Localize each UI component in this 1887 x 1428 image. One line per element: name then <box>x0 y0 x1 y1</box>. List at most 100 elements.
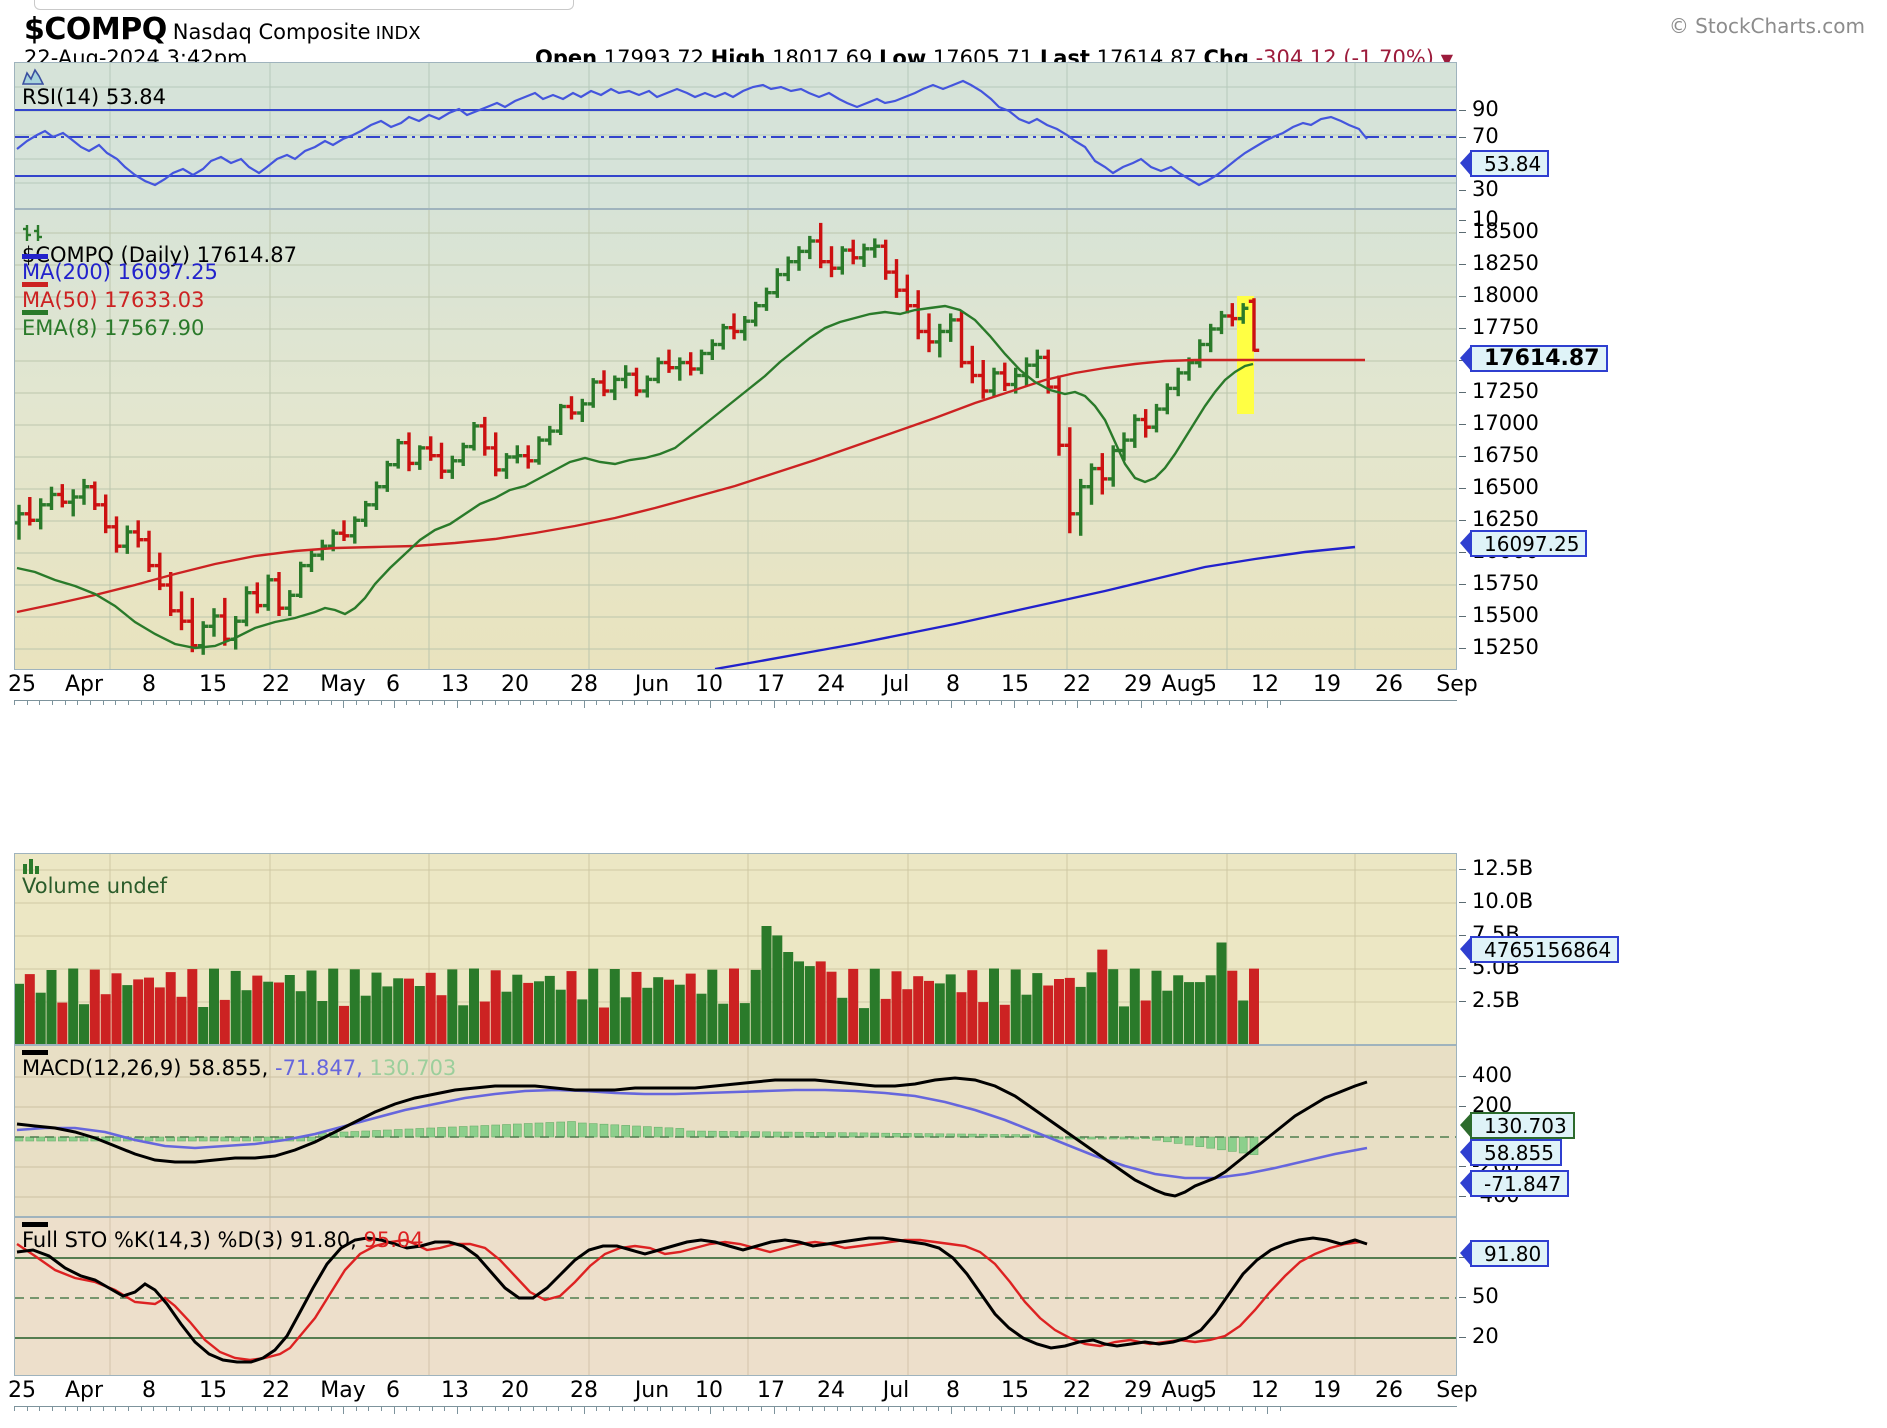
price-legend-ma50: MA(50) 17633.03 <box>22 280 204 312</box>
x-tickmark <box>368 1406 369 1411</box>
x-tickmark <box>115 700 116 705</box>
x-tickmark <box>267 700 268 705</box>
x-tickmark <box>634 1406 635 1411</box>
x-tickmark <box>1141 700 1142 708</box>
x-tickmark <box>1128 1406 1129 1411</box>
x-tickmark <box>65 700 66 705</box>
x-tickmark <box>748 700 749 705</box>
volume-panel[interactable]: Volume undef <box>14 853 1457 1045</box>
x-tickmark <box>242 700 243 705</box>
x-tickmark <box>723 700 724 705</box>
sto-plot <box>15 1218 1456 1375</box>
x-tickmark <box>356 700 357 705</box>
x-tickmark <box>1103 1406 1104 1411</box>
stochastic-panel[interactable]: Full STO %K(14,3) %D(3) 91.80, 95.04 <box>14 1217 1457 1376</box>
sto-legend: Full STO %K(14,3) %D(3) 91.80, 95.04 <box>22 1220 424 1252</box>
macd-svg <box>15 1046 1456 1216</box>
x-tickmark <box>381 700 382 705</box>
x-tick-label-8: 8 <box>946 672 960 697</box>
price-tick-16250: 16250 <box>1472 507 1539 531</box>
x-tickmark <box>634 700 635 705</box>
x-tickmark <box>1204 700 1205 705</box>
x-tickmark <box>153 1406 154 1411</box>
x-tickmark <box>584 1406 585 1414</box>
x-tickmark <box>989 700 990 705</box>
x-tickmark <box>596 1406 597 1411</box>
x-tickmark <box>1179 700 1180 705</box>
x-tickmark <box>799 700 800 705</box>
x-tickmark <box>672 1406 673 1411</box>
x-tickmark <box>837 1406 838 1411</box>
x-tickmark <box>1255 700 1256 705</box>
x-tickmark <box>584 700 585 708</box>
x-tickmark <box>938 700 939 705</box>
price-legend-ma200: MA(200) 16097.25 <box>22 252 218 284</box>
price-tickmark-16250 <box>1459 520 1466 521</box>
price-panel[interactable]: $COMPQ (Daily) 17614.87 MA(200) 16097.25… <box>14 209 1457 670</box>
x-tickmark <box>913 1406 914 1411</box>
x-tickmark <box>622 1406 623 1411</box>
x-tickmark <box>457 1406 458 1414</box>
x-tickmark <box>204 1406 205 1411</box>
x-tick-label-22: 22 <box>262 672 290 697</box>
x-tickmark <box>710 700 711 708</box>
x-tickmark <box>1217 1406 1218 1411</box>
x-tickmark <box>533 700 534 705</box>
rsi-legend-text: RSI(14) 53.84 <box>22 85 167 109</box>
x-tick-label-15: 15 <box>1001 1378 1029 1403</box>
volume-value-flag: 4765156864 <box>1459 936 1620 963</box>
price-tickmark-16750 <box>1459 456 1466 457</box>
x-tick-label-19: 19 <box>1313 672 1341 697</box>
x-tickmark <box>1065 700 1066 705</box>
x-tickmark <box>432 700 433 705</box>
x-tickmark <box>52 1406 53 1411</box>
x-tick-label-May: May <box>320 672 366 697</box>
x-tick-label-22: 22 <box>1063 672 1091 697</box>
x-tick-label-20: 20 <box>501 672 529 697</box>
x-tickmark <box>508 700 509 705</box>
x-tick-label-5: 5 <box>1203 1378 1217 1403</box>
x-tickmark <box>546 700 547 705</box>
x-tickmark <box>1027 1406 1028 1411</box>
x-tick-label-Sep: Sep <box>1436 1378 1478 1403</box>
x-tickmark <box>1217 700 1218 705</box>
macd-panel[interactable]: MACD(12,26,9) 58.855, -71.847, 130.703 <box>14 1045 1457 1217</box>
price-tick-17750: 17750 <box>1472 315 1539 339</box>
x-tickmark <box>558 1406 559 1411</box>
x-tickmark <box>1229 1406 1230 1411</box>
price-tick-15750: 15750 <box>1472 571 1539 595</box>
x-tickmark <box>77 1406 78 1411</box>
x-tick-label-29: 29 <box>1124 672 1152 697</box>
x-tickmark <box>255 700 256 705</box>
price-tick-18000: 18000 <box>1472 283 1539 307</box>
x-tick-label-22: 22 <box>1063 1378 1091 1403</box>
x-tickmark <box>862 700 863 705</box>
x-tick-label-24: 24 <box>817 1378 845 1403</box>
rsi-tick-10: 10 <box>1472 207 1499 231</box>
x-tickmark <box>1077 700 1078 708</box>
x-tickmark <box>989 1406 990 1411</box>
x-tickmark <box>1052 700 1053 705</box>
rsi-value-flag: 53.84 <box>1459 150 1550 177</box>
price-svg <box>15 210 1456 669</box>
rsi-panel[interactable]: RSI(14) 53.84 <box>14 62 1457 209</box>
x-tickmark <box>204 700 205 705</box>
rsi-tickmark-30 <box>1459 190 1466 191</box>
macd-value-flag: 58.855 <box>1460 1139 1562 1166</box>
x-tickmark <box>166 1406 167 1411</box>
x-tickmark <box>736 1406 737 1411</box>
x-tickmark <box>318 700 319 705</box>
x-tickmark <box>1255 1406 1256 1411</box>
price-tick-15250: 15250 <box>1472 635 1539 659</box>
x-tickmark <box>293 700 294 705</box>
x-tick-label-Aug: Aug <box>1161 672 1205 697</box>
volume-tickmark-3 <box>1459 968 1466 969</box>
x-tickmark <box>444 1406 445 1411</box>
price-legend-text: $COMPQ (Daily) 17614.87 <box>22 243 297 267</box>
x-tickmark <box>242 1406 243 1411</box>
x-tickmark <box>824 700 825 705</box>
x-tickmark <box>571 700 572 705</box>
macd-signal-flag: -71.847 <box>1459 1170 1570 1197</box>
x-tickmark <box>394 700 395 708</box>
